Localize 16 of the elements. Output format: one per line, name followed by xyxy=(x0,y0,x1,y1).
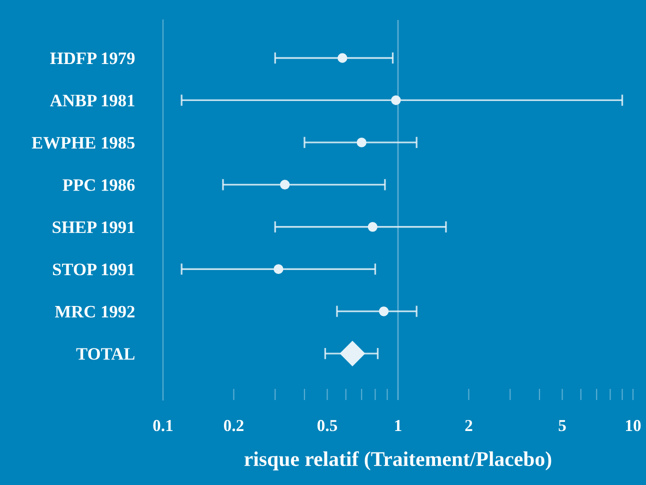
x-tick-label: 0.1 xyxy=(153,420,173,432)
x-tick-label: 0.5 xyxy=(317,420,338,432)
y-tick-label: HDFP 1979 xyxy=(50,52,135,64)
x-tick-label: 0.2 xyxy=(224,420,244,432)
x-tick-label: 2 xyxy=(465,420,472,432)
x-tick-label: 1 xyxy=(395,420,402,432)
x-tick-label: 10 xyxy=(626,420,641,432)
y-tick-label: TOTAL xyxy=(76,348,134,360)
y-tick-label: EWPHE 1985 xyxy=(32,136,135,149)
x-axis-title: risque relatif (Traitement/Placebo) xyxy=(244,451,552,470)
y-tick-label: PPC 1986 xyxy=(62,179,135,191)
y-tick-label: ANBP 1981 xyxy=(50,94,134,106)
x-tick-label: 5 xyxy=(558,420,566,432)
y-tick-label: SHEP 1991 xyxy=(52,221,134,234)
y-tick-label: MRC 1992 xyxy=(54,306,134,318)
y-tick-label: STOP 1991 xyxy=(53,264,134,276)
